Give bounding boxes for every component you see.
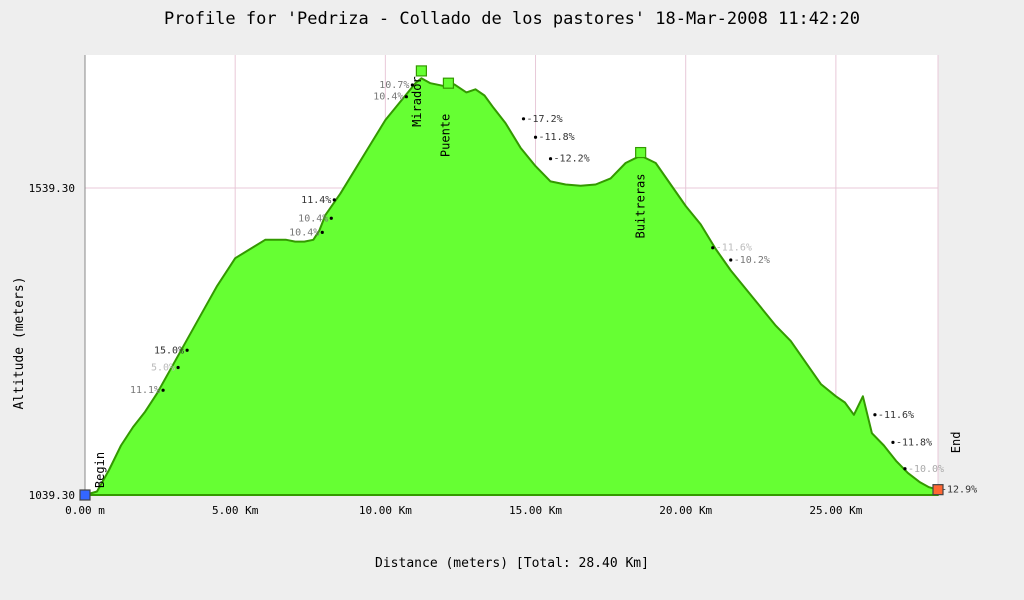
grade-label: 10.4%	[289, 227, 319, 238]
x-tick-label: 5.00 Km	[212, 504, 259, 517]
grade-label: 11.1%	[130, 385, 160, 396]
grade-label: -10.2%	[734, 255, 770, 266]
waypoint-marker	[415, 65, 427, 77]
grade-point	[329, 216, 333, 220]
grade-point	[404, 95, 408, 99]
axis-ticks: 0.00 m 5.00 Km 10.00 Km 15.00 Km 20.00 Km 25.…	[29, 182, 863, 517]
x-tick-label: 15.00 Km	[509, 504, 562, 517]
grade-point	[161, 388, 165, 392]
grade-point	[903, 467, 907, 471]
grade-point	[533, 135, 538, 139]
waypoint-label: Begin	[93, 452, 107, 488]
altitude-area	[84, 77, 939, 496]
grade-point	[185, 348, 189, 352]
waypoint-label: Mirador	[410, 76, 424, 127]
grade-label: 15.0%	[154, 345, 184, 356]
grade-point	[711, 246, 715, 250]
grade-point	[521, 117, 526, 121]
grade-label: -11.8%	[896, 437, 932, 448]
grade-point	[410, 83, 414, 87]
x-axis-label: Distance (meters) [Total: 28.40 Km]	[375, 556, 649, 571]
grade-label: -12.2%	[554, 154, 590, 165]
y-axis-label: Altitude (meters)	[12, 276, 27, 409]
waypoint-label: Buitreras	[634, 173, 648, 238]
grade-label: 11.4%	[301, 195, 331, 206]
grade-point	[873, 413, 877, 417]
grade-point	[891, 440, 895, 444]
x-tick-label: 20.00 Km	[659, 504, 712, 517]
grade-point	[320, 230, 324, 234]
grade-label: -12.9%	[941, 485, 977, 496]
grade-label: 5.0%	[151, 362, 175, 373]
grade-label: -11.6%	[878, 410, 914, 421]
grade-point	[332, 198, 336, 202]
x-tick-label: 10.00 Km	[359, 504, 412, 517]
x-tick-label: 25.00 Km	[809, 504, 862, 517]
x-tick-label: 0.00 m	[65, 504, 105, 517]
grade-label: -17.2%	[527, 114, 563, 125]
grade-label: -11.6%	[716, 243, 752, 254]
waypoint-marker	[635, 146, 647, 159]
grade-label: 10.7%	[379, 80, 409, 91]
chart-title: Profile for 'Pedriza - Collado de los pa…	[164, 9, 860, 29]
waypoint-label: Puente	[438, 114, 452, 157]
waypoints: Begin Mirador Puente Buitreras End	[79, 65, 963, 501]
grade-point	[176, 365, 180, 370]
grade-label: 10.4%	[373, 92, 403, 103]
y-tick-label: 1539.30	[29, 182, 75, 195]
grade-point	[729, 258, 733, 262]
grade-label: -10.0%	[908, 464, 944, 475]
grade-label: 10.4%	[298, 213, 328, 224]
waypoint-marker	[932, 484, 944, 496]
y-tick-label: 1039.30	[29, 489, 75, 502]
grade-label: -11.8%	[539, 132, 575, 143]
grade-labels: 11.1%15.0%5.0%10.4%10.4%11.4%10.7%10.4%-…	[130, 80, 977, 496]
waypoint-label: End	[949, 432, 963, 454]
grade-point	[548, 157, 553, 161]
waypoint-marker	[79, 489, 91, 501]
waypoint-marker	[442, 77, 455, 89]
